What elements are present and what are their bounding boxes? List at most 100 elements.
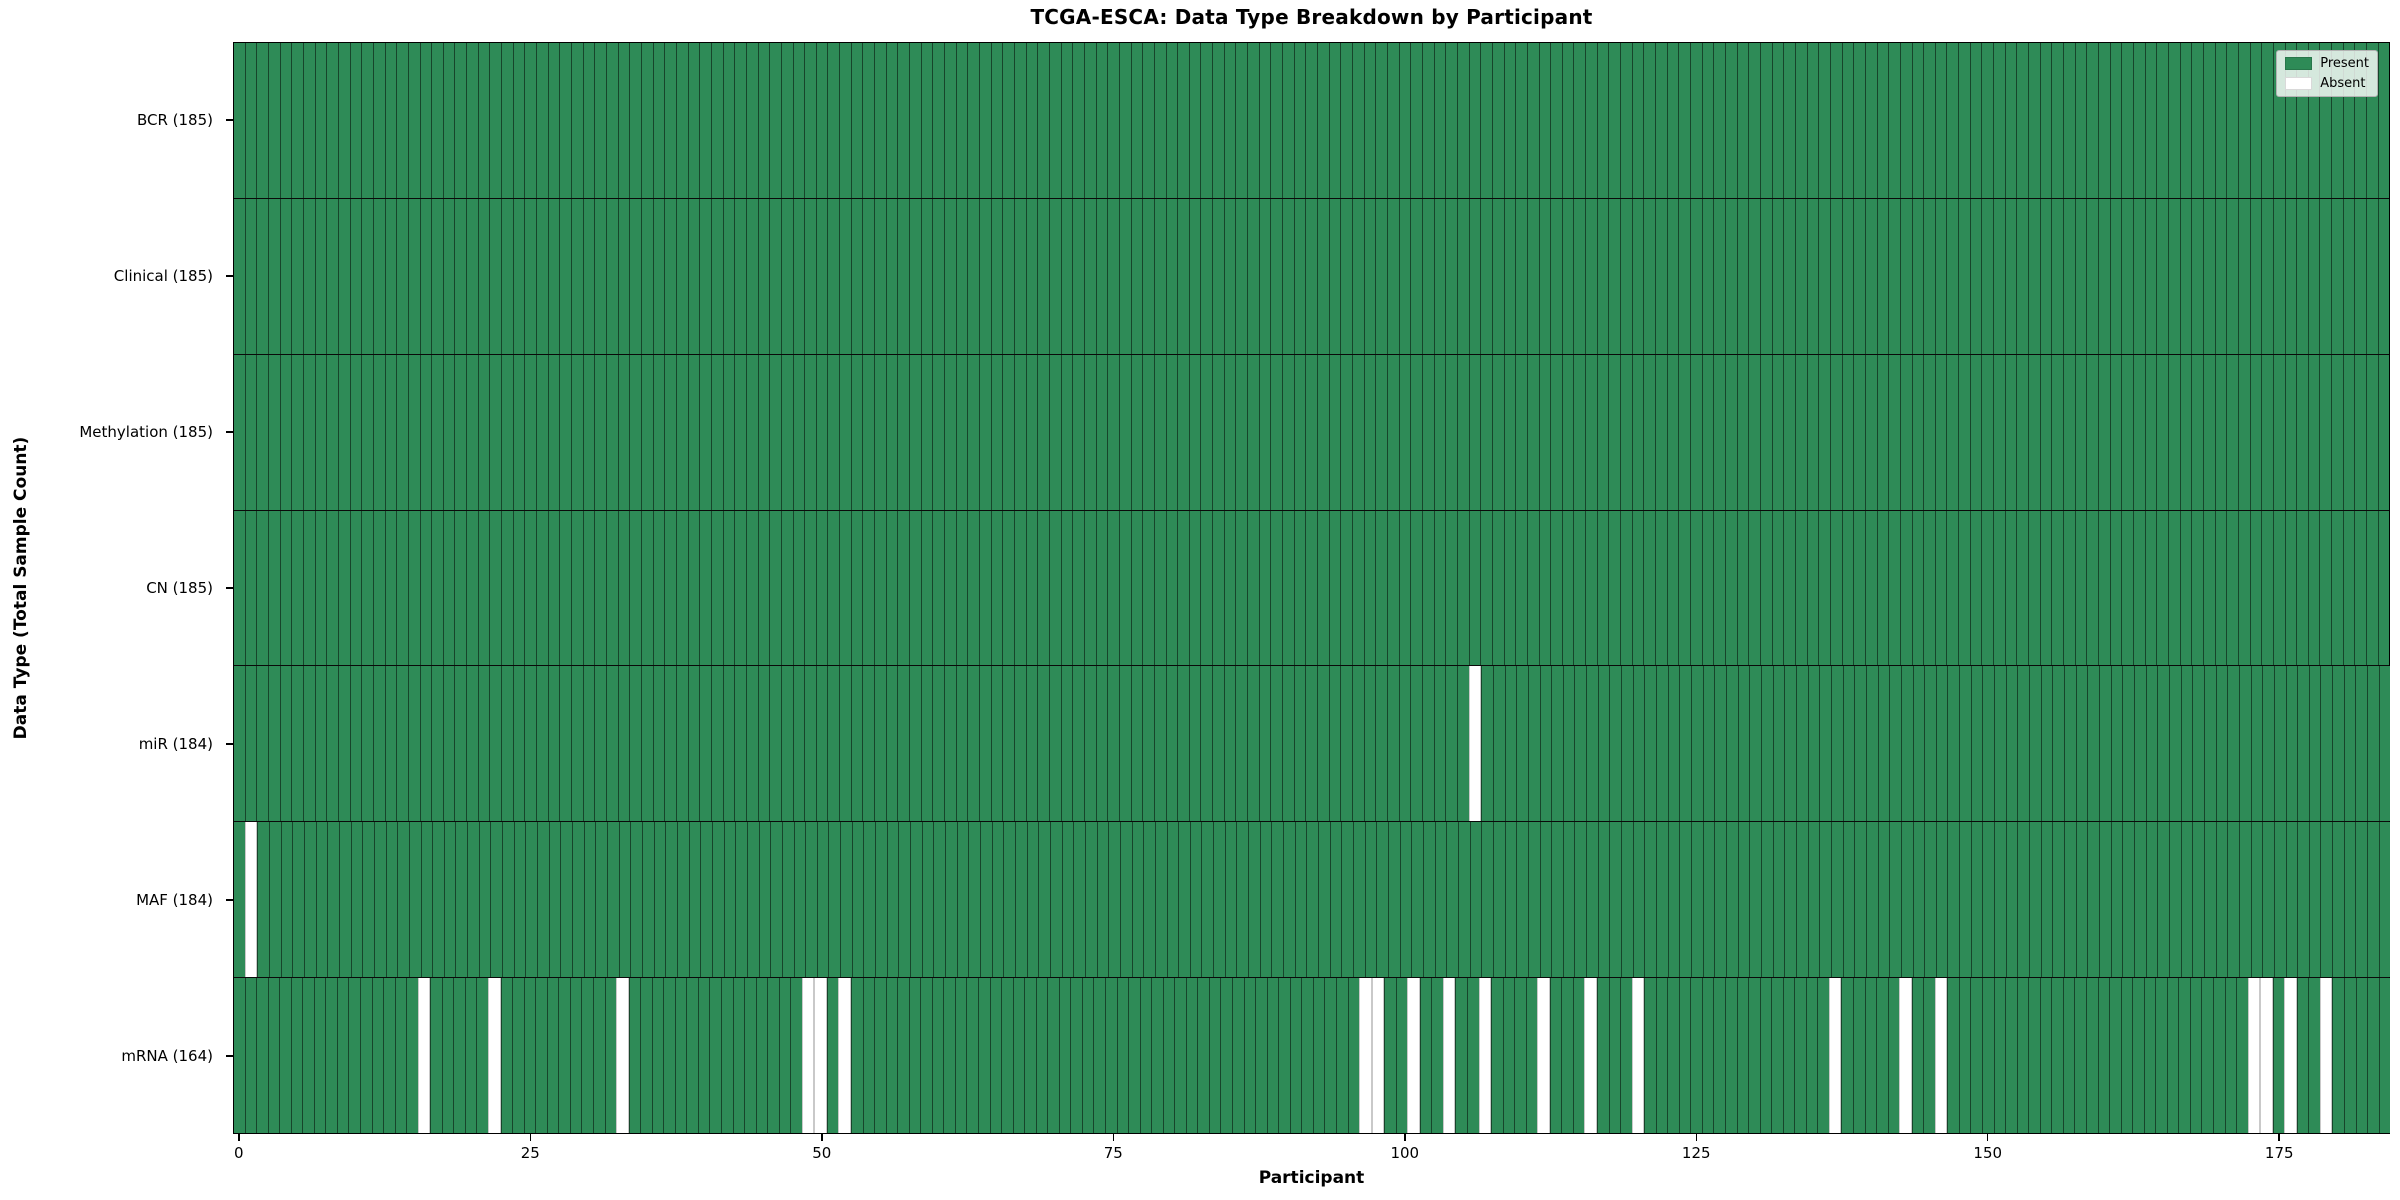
participant-cell [571, 510, 583, 666]
participant-cell [1212, 43, 1224, 198]
participant-cell [885, 43, 898, 198]
participant-cell [581, 978, 593, 1134]
participant-cell [1352, 198, 1364, 354]
participant-cell [2167, 510, 2180, 666]
participant-cell [2332, 978, 2344, 1134]
participant-cell [1981, 198, 1994, 354]
participant-cell [1282, 354, 1294, 510]
participant-cell [337, 666, 350, 822]
participant-cell [1853, 198, 1865, 354]
participant-cell [1655, 354, 1667, 510]
participant-cell [1258, 198, 1271, 354]
participant-cell [1561, 978, 1573, 1134]
participant-cell [1667, 666, 1680, 822]
participant-cell [1690, 354, 1702, 510]
participant-cell [407, 666, 420, 822]
participant-cell [2039, 198, 2052, 354]
participant-cell [1491, 354, 1504, 510]
participant-cell [2144, 510, 2157, 666]
participant-cell [1726, 666, 1738, 822]
participant-cell [1317, 198, 1329, 354]
participant-cell [1456, 510, 1469, 666]
participant-cell [571, 43, 583, 198]
participant-cell [2074, 510, 2087, 666]
participant-cell [2284, 354, 2297, 510]
participant-cell [675, 510, 688, 666]
participant-cell [1037, 198, 1049, 354]
participant-cell [652, 198, 665, 354]
participant-cell [1178, 822, 1190, 978]
participant-cell [349, 43, 362, 198]
participant-cell [337, 354, 350, 510]
participant-cell [1105, 978, 1117, 1134]
participant-cell [349, 198, 362, 354]
participant-cell [955, 510, 968, 666]
participant-cell [1118, 354, 1131, 510]
participant-cell [1421, 666, 1434, 822]
participant-cell [244, 978, 257, 1134]
participant-cell [1118, 43, 1131, 198]
participant-cell [862, 354, 875, 510]
participant-cell [1760, 822, 1773, 978]
participant-cell [697, 978, 710, 1134]
participant-cell [315, 822, 328, 978]
participant-cell [2319, 510, 2332, 666]
participant-cell [244, 43, 257, 198]
participant-cell [361, 666, 373, 822]
participant-cell [2179, 354, 2192, 510]
participant-cell [1108, 822, 1120, 978]
participant-cell [2039, 43, 2052, 198]
legend-item-present: Present [2285, 56, 2369, 71]
participant-cell [594, 666, 606, 822]
participant-cell [1701, 510, 1714, 666]
participant-cell [1621, 666, 1633, 822]
participant-cell [257, 822, 269, 978]
participant-cell [1270, 666, 1283, 822]
participant-cell [337, 198, 350, 354]
participant-cell [2367, 822, 2379, 978]
participant-cell [501, 43, 513, 198]
participant-cell [827, 198, 840, 354]
y-tick-mark [226, 119, 233, 121]
participant-cell [2354, 354, 2367, 510]
participant-cell [431, 198, 443, 354]
participant-cell [267, 666, 280, 822]
participant-cell [1713, 43, 1725, 198]
participant-cell [1526, 510, 1539, 666]
y-tick-label: Clinical (185) [113, 267, 213, 285]
participant-cell [1702, 822, 1715, 978]
participant-cell [793, 822, 806, 978]
participant-cell [1620, 198, 1632, 354]
participant-cell [1235, 666, 1248, 822]
participant-cell [431, 666, 443, 822]
participant-cell [1411, 822, 1423, 978]
participant-cell [1305, 43, 1318, 198]
participant-cell [1153, 666, 1166, 822]
participant-cell [711, 822, 724, 978]
participant-cell [477, 666, 490, 822]
participant-cell [467, 822, 479, 978]
participant-cell [606, 43, 618, 198]
participant-cell [675, 198, 688, 354]
participant-cell [955, 198, 968, 354]
participant-cell [686, 978, 698, 1134]
participant-cell [1911, 43, 1924, 198]
participant-cell [314, 354, 327, 510]
participant-cell [1596, 978, 1609, 1134]
participant-cell [1130, 198, 1143, 354]
participant-cell [1538, 198, 1551, 354]
participant-cell [1305, 510, 1318, 666]
participant-cell [512, 354, 525, 510]
participant-cell [594, 43, 606, 198]
participant-cell [687, 198, 700, 354]
participant-cell [234, 43, 245, 198]
participant-cell [897, 666, 910, 822]
participant-cell [1282, 510, 1294, 666]
participant-cell [2120, 978, 2133, 1134]
participant-cell [1047, 978, 1059, 1134]
participant-cell [396, 510, 408, 666]
participant-cell [1421, 198, 1434, 354]
participant-cell [1818, 43, 1830, 198]
participant-cell [990, 43, 1003, 198]
participant-cell [1399, 822, 1412, 978]
